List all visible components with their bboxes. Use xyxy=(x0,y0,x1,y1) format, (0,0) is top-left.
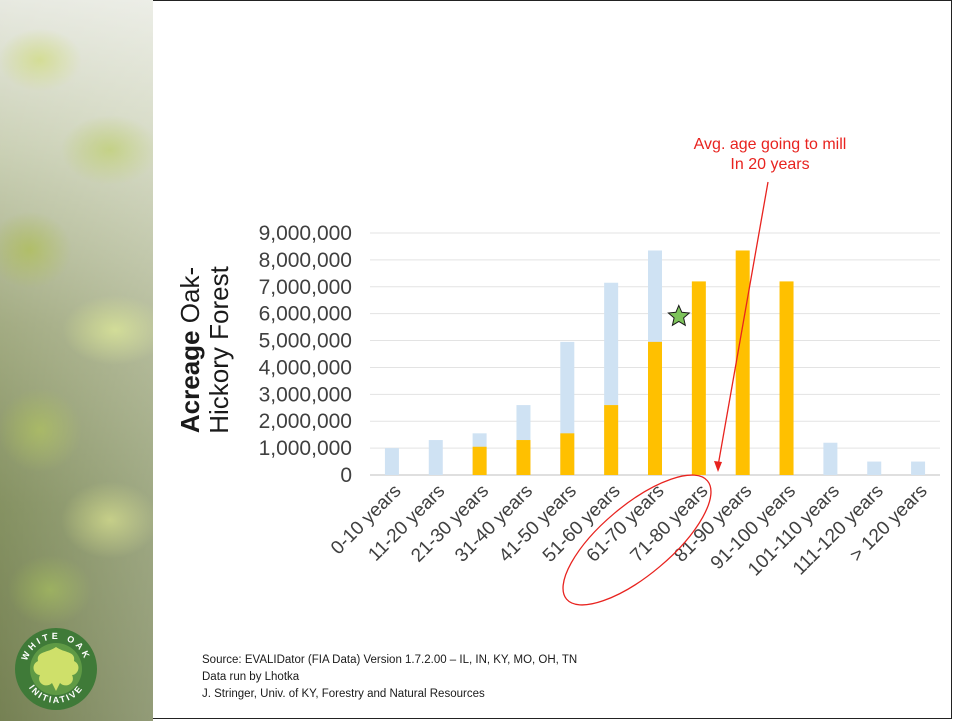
oak-leaf-photo-sidebar xyxy=(0,0,153,721)
annotation-arrowhead xyxy=(714,461,722,472)
bar-gold xyxy=(648,341,662,475)
bars xyxy=(384,250,926,475)
y-tick-label: 6,000,000 xyxy=(259,303,352,326)
y-tick-label: 2,000,000 xyxy=(259,410,352,433)
y-tick-label: 5,000,000 xyxy=(259,330,352,353)
bar-gold xyxy=(691,281,706,475)
y-tick-label: 3,000,000 xyxy=(259,383,352,406)
y-tick-label: 7,000,000 xyxy=(259,276,352,299)
source-note: Source: EVALIDator (FIA Data) Version 1.… xyxy=(202,652,577,703)
source-line-1: Source: EVALIDator (FIA Data) Version 1.… xyxy=(202,654,578,666)
annotation-text: Avg. age going to mill In 20 years xyxy=(660,135,880,175)
bar-light-blue xyxy=(867,461,882,475)
y-axis-label: Acreage Oak- Hickory Forest xyxy=(175,266,234,434)
source-line-2: Data run by Lhotka xyxy=(202,671,300,683)
bar-light-blue xyxy=(428,440,443,475)
y-tick-label: 1,000,000 xyxy=(259,437,352,460)
y-tick-label: 9,000,000 xyxy=(259,222,352,245)
bar-gold xyxy=(472,446,487,475)
annotation-line-2: In 20 years xyxy=(730,156,810,173)
y-axis-label-bold: Acreage xyxy=(175,330,205,434)
bar-gold xyxy=(735,250,750,475)
annotation-arrow-line xyxy=(717,181,769,467)
bar-gold xyxy=(604,405,619,475)
white-oak-initiative-logo: WHITE OAK INITIATIVE xyxy=(15,628,97,710)
annotation-overlay xyxy=(562,181,769,606)
star-icon xyxy=(667,304,691,327)
bar-light-blue xyxy=(911,461,926,475)
annotation-line-1: Avg. age going to mill xyxy=(693,136,847,153)
sidebar-overlay xyxy=(0,0,153,721)
bar-light-blue xyxy=(384,448,399,475)
bar-gold xyxy=(516,440,531,475)
y-axis-label-line-1: Oak- xyxy=(175,266,205,324)
y-tick-label: 8,000,000 xyxy=(259,249,352,272)
bar-light-blue xyxy=(823,442,838,475)
y-tick-label: 0 xyxy=(340,464,352,487)
source-line-3: J. Stringer, Univ. of KY, Forestry and N… xyxy=(202,688,485,700)
y-tick-labels: 0 1,000,000 2,000,000 3,000,000 4,000,000 5,0… xyxy=(259,222,352,487)
bar-gold xyxy=(560,433,575,475)
oak-leaf-icon xyxy=(33,647,79,691)
y-tick-label: 4,000,000 xyxy=(259,356,352,379)
highlight-ellipse xyxy=(562,474,712,606)
bar-gold xyxy=(779,281,794,475)
y-axis-label-line-2: Hickory Forest xyxy=(204,266,234,434)
